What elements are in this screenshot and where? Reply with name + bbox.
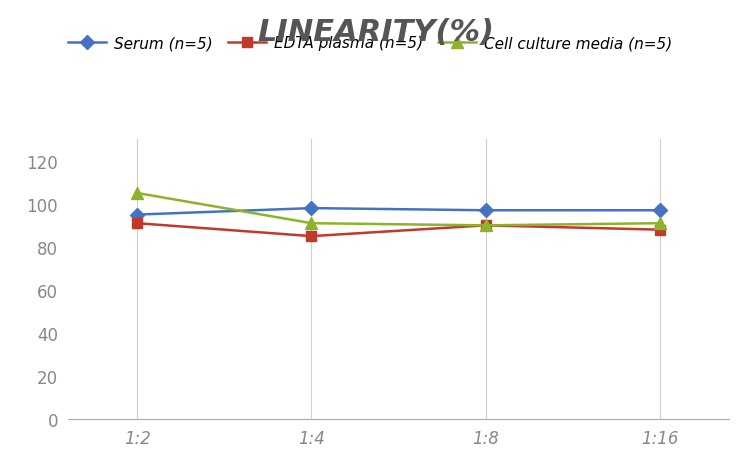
- Serum (n=5): [481, 208, 490, 213]
- Text: LINEARITY(%): LINEARITY(%): [257, 18, 495, 47]
- EDTA plasma (n=5): [307, 234, 316, 239]
- EDTA plasma (n=5): [481, 223, 490, 229]
- Line: Serum (n=5): Serum (n=5): [132, 204, 665, 220]
- EDTA plasma (n=5): [655, 227, 664, 233]
- EDTA plasma (n=5): [133, 221, 142, 226]
- Cell culture media (n=5): [481, 223, 490, 229]
- Line: EDTA plasma (n=5): EDTA plasma (n=5): [132, 219, 665, 241]
- Cell culture media (n=5): [655, 221, 664, 226]
- Serum (n=5): [307, 206, 316, 212]
- Serum (n=5): [655, 208, 664, 213]
- Cell culture media (n=5): [307, 221, 316, 226]
- Cell culture media (n=5): [133, 191, 142, 196]
- Legend: Serum (n=5), EDTA plasma (n=5), Cell culture media (n=5): Serum (n=5), EDTA plasma (n=5), Cell cul…: [62, 30, 678, 57]
- Line: Cell culture media (n=5): Cell culture media (n=5): [131, 187, 666, 232]
- Serum (n=5): [133, 212, 142, 218]
